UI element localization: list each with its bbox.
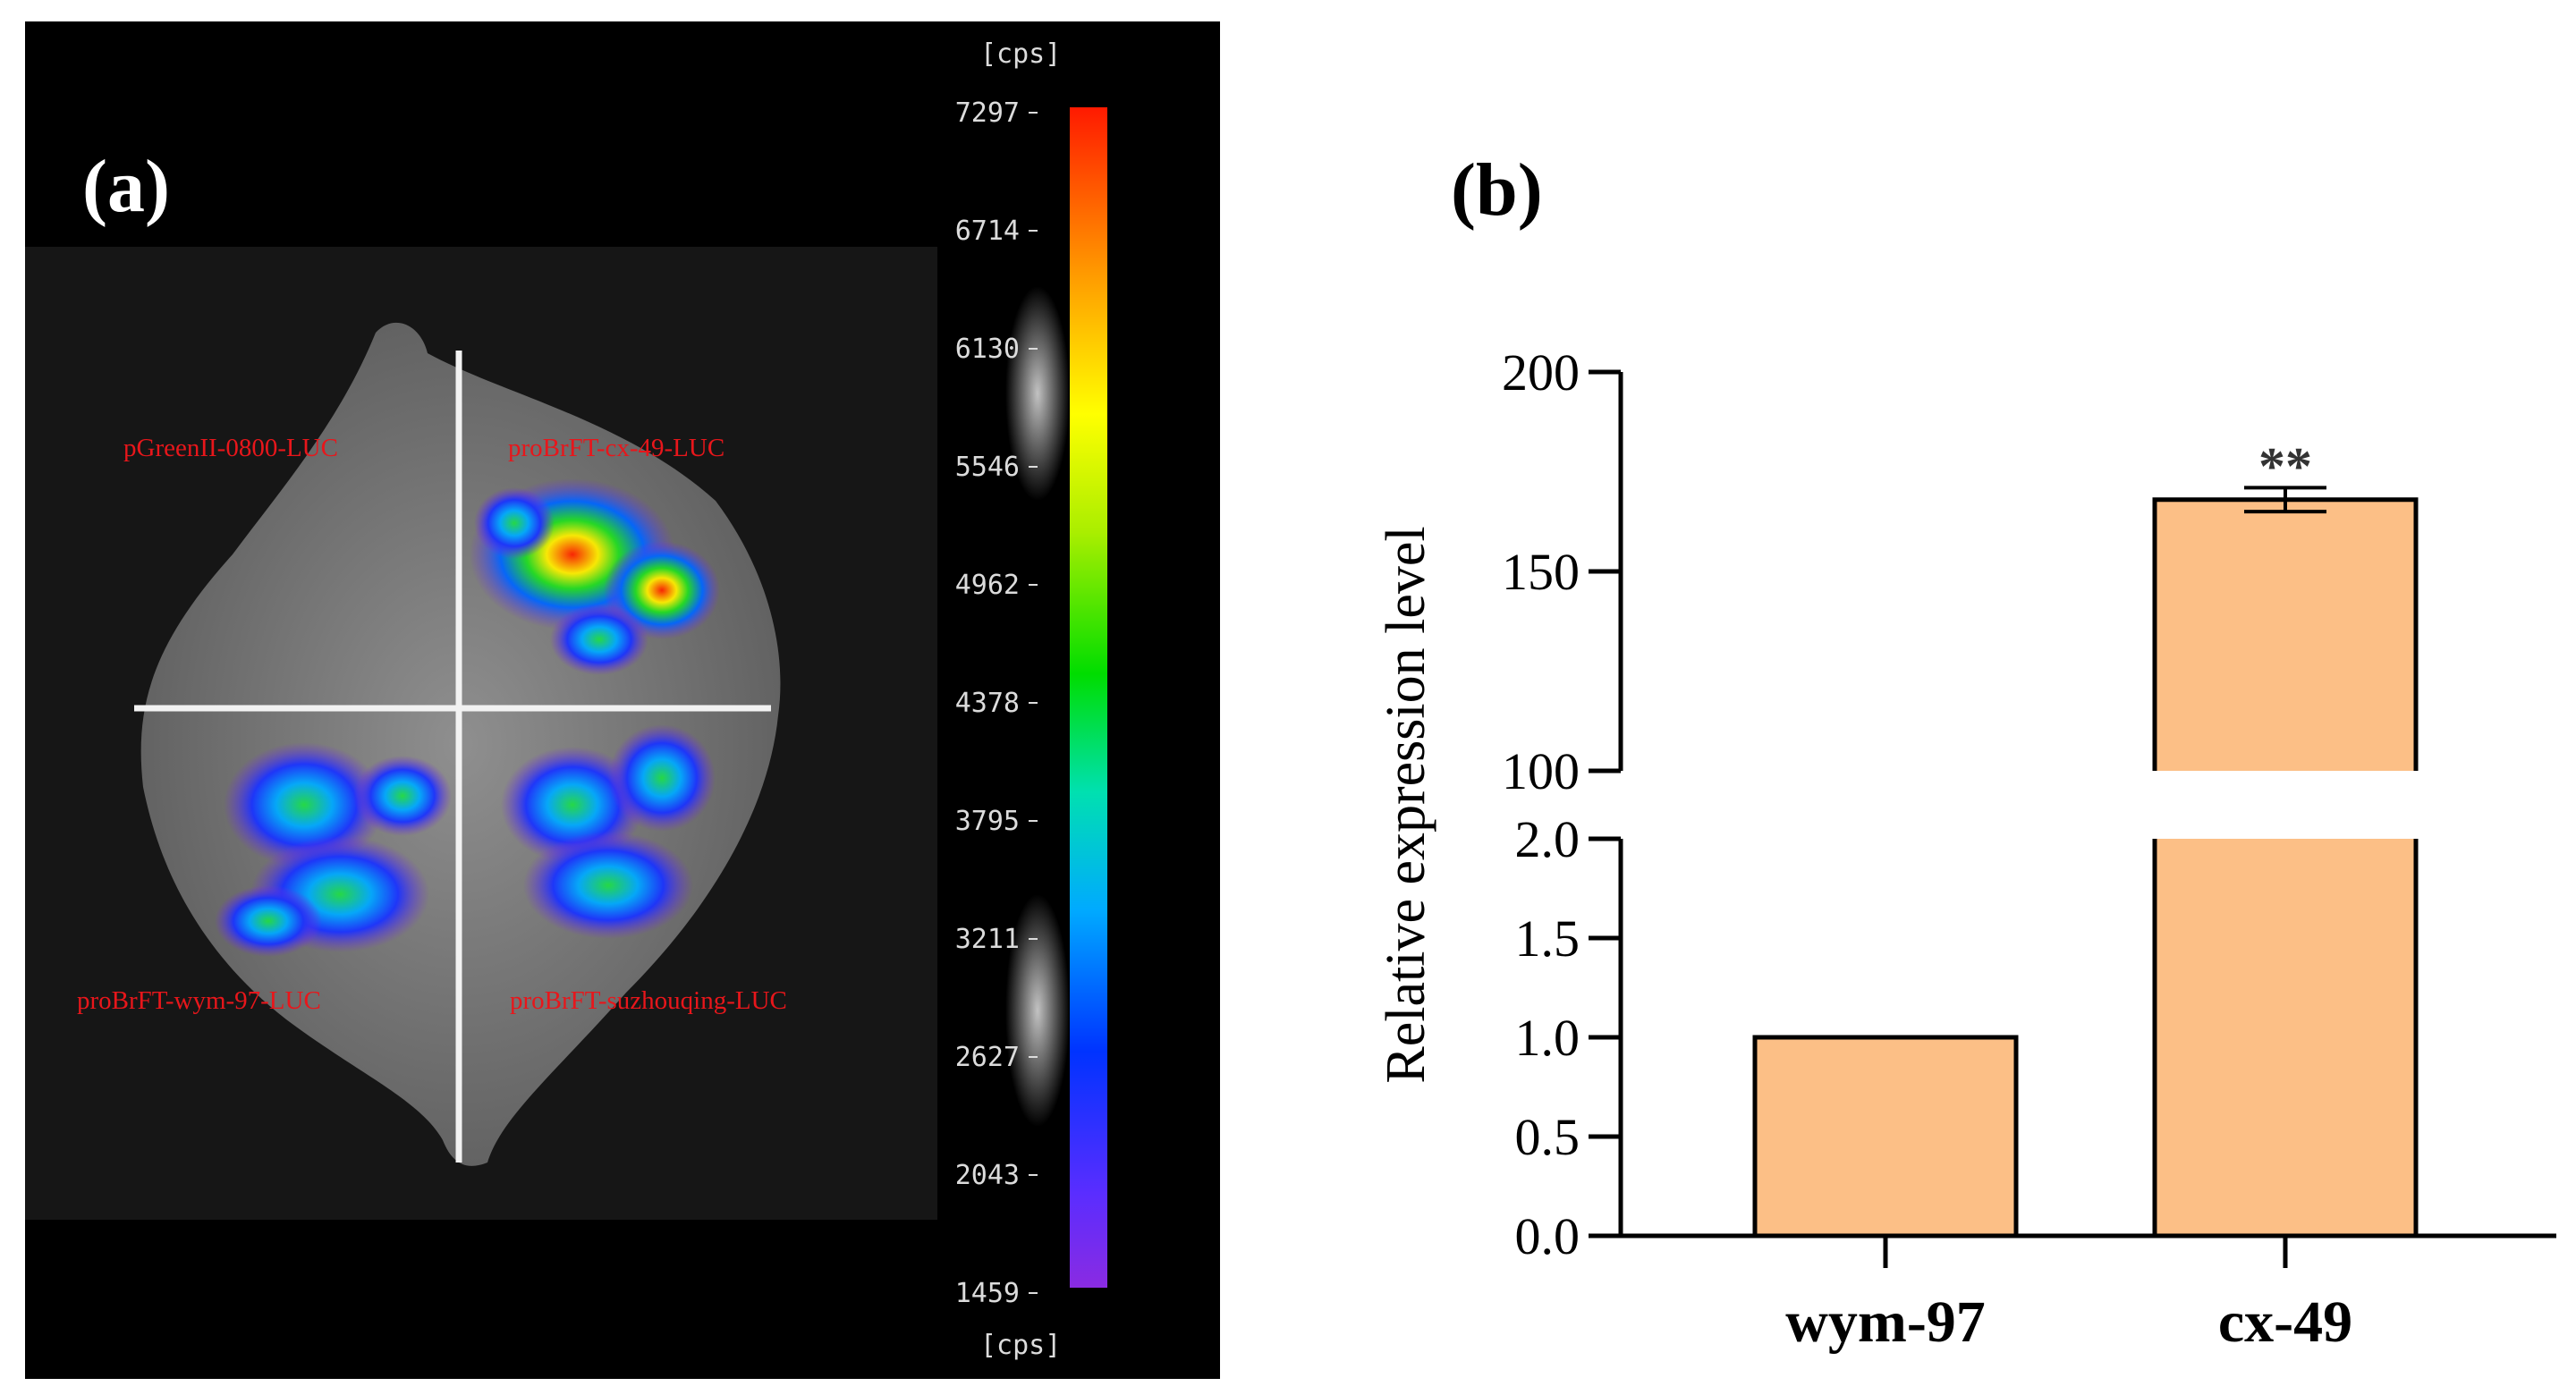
panel-b: (b) Relative expression level 0.0 0.5 1.0 1… [1376,148,2556,1355]
y-tick-label: 1.5 [1515,909,1580,968]
scale-tick-label: 2627 [955,1042,1020,1073]
panel-b-label: (b) [1451,148,1543,232]
bar-chart: 0.0 0.5 1.0 1.5 2.0 100 150 200 wym-97 ** cx-49 [1502,343,2556,1355]
scale-tick-label: 7297 [955,97,1020,129]
bar-cx-49-upper [2155,499,2416,771]
scale-tick-label: 4378 [955,688,1020,719]
luciferase-signal-bottom-left [215,742,452,957]
y-tick-label: 100 [1502,742,1580,800]
color-scale-bar [1070,107,1107,1288]
scale-tick-label: 5546 [955,452,1020,483]
scale-tick-label: 3795 [955,806,1020,837]
label-suzhouqing: proBrFT-suzhouqing-LUC [510,986,787,1015]
scale-glow-top [1005,286,1070,501]
y-tick-label: 2.0 [1515,810,1580,868]
y-tick-label: 150 [1502,543,1580,601]
y-tick-label: 1.0 [1515,1009,1580,1067]
x-tick-label: wym-97 [1785,1289,1986,1355]
y-axis-title: Relative expression level [1376,526,1436,1083]
panel-a: pGreenII-0800-LUC proBrFT-cx-49-LUC proB… [25,21,1220,1379]
scale-unit-top: [cps] [980,38,1061,70]
scale-unit-bottom: [cps] [980,1330,1061,1361]
label-wym97: proBrFT-wym-97-LUC [77,986,321,1015]
scale-glow-bottom [1005,894,1070,1127]
scale-tick-label: 6130 [955,334,1020,365]
label-cx49: proBrFT-cx-49-LUC [508,434,724,462]
y-tick-label: 200 [1502,343,1580,402]
color-scale-ticks: 7297 6714 6130 5546 4962 4378 3795 3211 2627 2043… [955,97,1038,1309]
scale-tick-label: 6714 [955,216,1020,247]
bar-wym-97 [1752,1035,2019,1239]
scale-tick-label: 4962 [955,570,1020,601]
scale-tick-label: 1459 [955,1278,1020,1309]
x-tick-label: cx-49 [2218,1289,2352,1355]
scale-tick-label: 2043 [955,1160,1020,1191]
luciferase-signal-bottom-right [501,724,716,939]
label-pgreenii: pGreenII-0800-LUC [123,434,338,462]
luciferase-signal-top-right [470,478,720,675]
y-tick-label: 0.5 [1515,1108,1580,1166]
panel-a-label: (a) [82,145,170,228]
y-tick-label: 0.0 [1515,1207,1580,1265]
bar-cx-49-lower [2155,839,2416,1236]
significance-marker: ** [2258,436,2312,495]
scale-tick-label: 3211 [955,924,1020,955]
